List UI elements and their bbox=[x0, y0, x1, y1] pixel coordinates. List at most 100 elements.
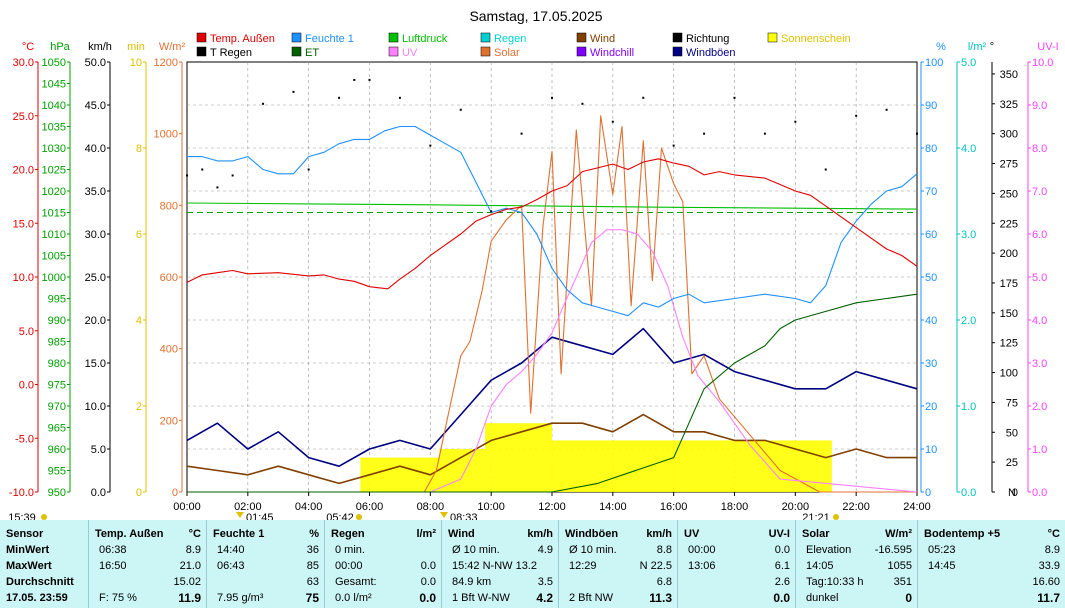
legend-swatch bbox=[291, 46, 302, 57]
axes: °C30.025.020.015.010.05.00.0-5.0-10.0hPa… bbox=[9, 41, 1059, 499]
min-value: 4.9 bbox=[537, 544, 553, 556]
direction-point bbox=[490, 210, 493, 213]
moon-marker bbox=[440, 512, 448, 518]
max-value: 33.9 bbox=[1038, 560, 1060, 572]
direction-point bbox=[916, 132, 918, 135]
series-line-windb-en bbox=[186, 327, 918, 468]
axis-tick-label: 965 bbox=[48, 423, 66, 435]
axis-tick-label: -5.0 bbox=[15, 433, 34, 445]
axis-tick-label: 70 bbox=[925, 186, 937, 198]
axis-tick-label: 1010 bbox=[42, 229, 66, 241]
legend-label: UV bbox=[402, 47, 418, 59]
direction-point bbox=[338, 96, 341, 99]
direction-point bbox=[551, 96, 553, 99]
axis-tick-label: 1035 bbox=[42, 122, 66, 134]
weather-chart: Samstag, 17.05.2025 Temp. Außen Feuchte 1… bbox=[8, 8, 1059, 520]
direction-point bbox=[459, 108, 462, 111]
avg-label: 84.9 km bbox=[452, 576, 492, 588]
axis-tick-label: 400 bbox=[160, 344, 178, 356]
axis-tick-label: 35.0 bbox=[85, 186, 106, 198]
current-label: dunkel bbox=[806, 592, 839, 604]
axis-tick-label: 10 bbox=[130, 57, 142, 69]
axis-tick-label: 40 bbox=[925, 315, 937, 327]
axis-tick-label: 975 bbox=[48, 380, 66, 392]
axis-tick-label: 1015 bbox=[42, 208, 66, 220]
axis-unit: km/h bbox=[88, 41, 112, 53]
max-time: 14:05 bbox=[806, 560, 834, 572]
min-value: 36 bbox=[306, 544, 319, 556]
legend-swatch bbox=[672, 46, 683, 57]
axis-tick-label: 60 bbox=[925, 229, 937, 241]
x-tick-label: 06:00 bbox=[356, 501, 384, 513]
max-value: 0.0 bbox=[420, 560, 436, 572]
axis-tick-label: 950 bbox=[48, 487, 66, 499]
direction-point bbox=[353, 78, 356, 81]
legend-swatch bbox=[388, 46, 399, 57]
current-value: 11.7 bbox=[1037, 591, 1060, 605]
x-tick-label: 02:00 bbox=[234, 501, 262, 513]
direction-point bbox=[703, 132, 706, 135]
max-value: 21.0 bbox=[179, 560, 201, 572]
direction-point bbox=[262, 102, 265, 105]
legend-swatch bbox=[576, 32, 587, 43]
direction-point bbox=[398, 96, 401, 99]
axis-tick-label: 225 bbox=[1000, 218, 1018, 230]
max-value: 6.1 bbox=[774, 560, 790, 572]
axis-tick-label: 125 bbox=[1000, 338, 1018, 350]
x-tick-label: 24:00 bbox=[903, 501, 931, 513]
series-line-solar bbox=[187, 115, 917, 493]
axis-tick-label: 5.0 bbox=[1032, 272, 1047, 284]
direction-point bbox=[581, 102, 584, 105]
min-time: 00:00 bbox=[688, 544, 716, 556]
direction-point bbox=[368, 78, 371, 81]
axis-tick-label: 0 bbox=[925, 487, 931, 499]
axis-unit: min bbox=[127, 41, 145, 53]
direction-point bbox=[429, 144, 432, 147]
min-time: 06:38 bbox=[99, 544, 127, 556]
x-tick-label: 10:00 bbox=[477, 501, 505, 513]
direction-point bbox=[186, 174, 188, 177]
current-value: 0.0 bbox=[773, 591, 790, 605]
axis-tick-label: 8.0 bbox=[1032, 143, 1047, 155]
axis-tick-label: 50 bbox=[925, 272, 937, 284]
x-tick-label: 14:00 bbox=[599, 501, 627, 513]
axis-tick-label: 90 bbox=[925, 100, 937, 112]
column-header: Regen bbox=[331, 528, 365, 540]
min-time: Ø 10 min. bbox=[452, 544, 500, 556]
axis-tick-label: 5.0 bbox=[19, 326, 34, 338]
axis-tick-label: 2.0 bbox=[961, 315, 976, 327]
current-value: 4.2 bbox=[536, 591, 553, 605]
min-value: 8.9 bbox=[1044, 544, 1060, 556]
axis-tick-label: 0.0 bbox=[19, 380, 34, 392]
legend-label: Regen bbox=[494, 33, 526, 45]
axis-tick-label: 0.0 bbox=[1032, 487, 1047, 499]
direction-point bbox=[824, 168, 827, 171]
axis-tick-label: 20.0 bbox=[85, 315, 106, 327]
column-unit: °C bbox=[188, 528, 201, 540]
min-time: Ø 10 min. bbox=[569, 544, 617, 556]
legend-label: Temp. Außen bbox=[210, 33, 275, 45]
current-label: 1 Bft W-NW bbox=[452, 592, 510, 604]
column-header: UV bbox=[684, 528, 700, 540]
axis-tick-label: 175 bbox=[1000, 278, 1018, 290]
axis-tick-label: 990 bbox=[48, 315, 66, 327]
axis-tick-label: 10 bbox=[925, 444, 937, 456]
axis-tick-label: 25.0 bbox=[13, 111, 34, 123]
axis-tick-label: 1025 bbox=[42, 165, 66, 177]
direction-point bbox=[672, 144, 675, 147]
current-label: 2 Bft NW bbox=[569, 592, 614, 604]
current-value: 11.3 bbox=[649, 591, 672, 605]
max-time: 00:00 bbox=[335, 560, 363, 572]
start-time-label: 15:39 bbox=[8, 512, 36, 520]
max-value: N 22.5 bbox=[639, 560, 672, 572]
axis-tick-label: 2 bbox=[136, 401, 142, 413]
legend-label: T Regen bbox=[210, 47, 252, 59]
series-group bbox=[186, 78, 918, 493]
axis-tick-label: 1000 bbox=[154, 129, 178, 141]
axis-tick-label: 45.0 bbox=[85, 100, 106, 112]
x-tick-label: 18:00 bbox=[721, 501, 749, 513]
column-header: Wind bbox=[448, 528, 475, 540]
current-value: 11.9 bbox=[178, 591, 201, 605]
min-time: 14:40 bbox=[217, 544, 245, 556]
axis-tick-label: 1030 bbox=[42, 143, 66, 155]
